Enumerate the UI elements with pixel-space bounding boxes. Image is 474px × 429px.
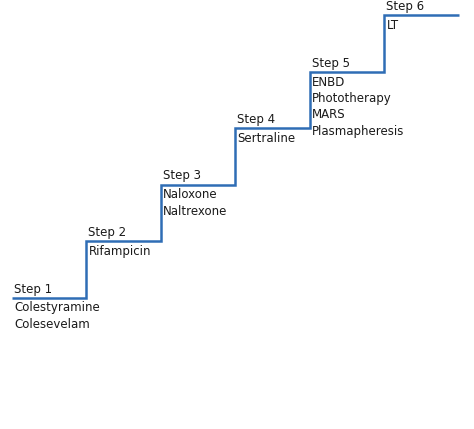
Text: Step 1: Step 1 <box>14 283 52 296</box>
Text: Sertraline: Sertraline <box>237 132 296 145</box>
Text: ENBD
Phototherapy
MARS
Plasmapheresis: ENBD Phototherapy MARS Plasmapheresis <box>312 76 404 138</box>
Text: Step 4: Step 4 <box>237 113 275 126</box>
Text: Colestyramine
Colesevelam: Colestyramine Colesevelam <box>14 302 100 331</box>
Text: Rifampicin: Rifampicin <box>89 245 151 258</box>
Text: LT: LT <box>386 19 399 32</box>
Text: Naloxone
Naltrexone: Naloxone Naltrexone <box>163 188 228 218</box>
Text: Step 5: Step 5 <box>312 57 350 69</box>
Text: Step 3: Step 3 <box>163 169 201 182</box>
Text: Step 6: Step 6 <box>386 0 425 13</box>
Text: Step 2: Step 2 <box>89 226 127 239</box>
